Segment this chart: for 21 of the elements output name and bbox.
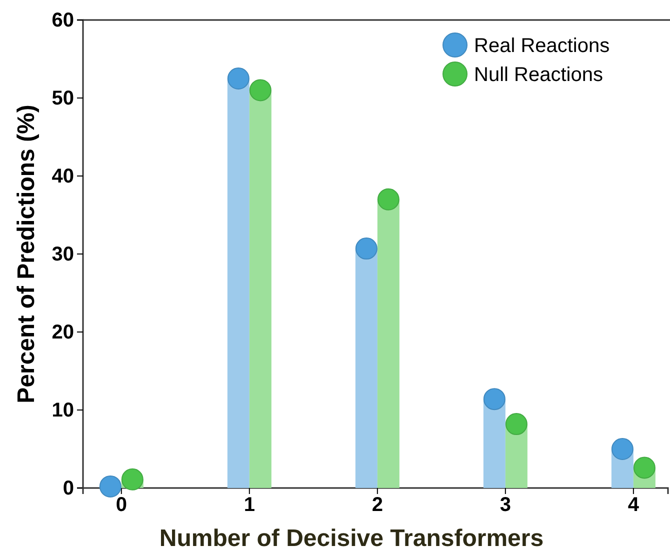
bar	[249, 90, 272, 488]
bar	[227, 78, 250, 488]
x-tick-label: 2	[372, 494, 383, 516]
bar	[483, 399, 506, 488]
y-tick-label: 0	[62, 477, 74, 500]
y-tick-label: 30	[52, 243, 74, 266]
x-tick-label: 4	[628, 494, 640, 516]
bar	[377, 199, 400, 488]
y-tick-label: 40	[52, 165, 74, 188]
y-axis-title: Percent of Predictions (%)	[13, 104, 40, 404]
y-tick-label: 50	[52, 87, 74, 110]
bar	[355, 248, 378, 488]
legend-label: Real Reactions	[474, 35, 610, 57]
y-tick-label: 60	[52, 9, 74, 32]
y-tick-label: 20	[52, 321, 74, 344]
x-tick-label: 3	[500, 494, 511, 516]
legend-label: Null Reactions	[474, 64, 603, 86]
y-tick-label: 10	[52, 399, 74, 422]
x-tick-label: 0	[116, 494, 127, 516]
x-tick-label: 1	[244, 494, 255, 516]
x-axis-title: Number of Decisive Transformers	[159, 525, 544, 548]
